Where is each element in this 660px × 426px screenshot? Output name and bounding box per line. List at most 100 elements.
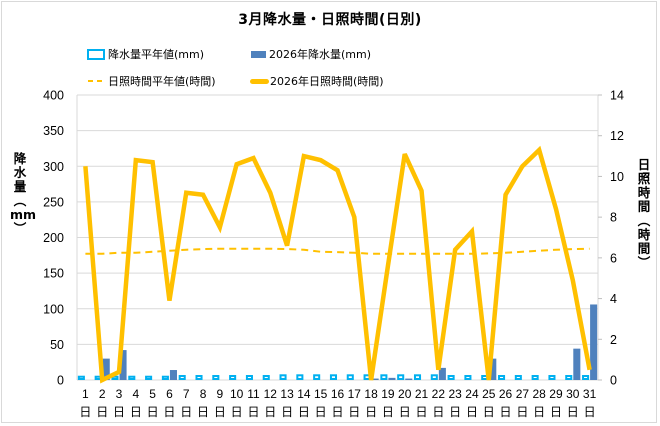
precip-normal-bar <box>346 374 354 380</box>
x-tick-day-suffix: 日 <box>483 405 495 419</box>
x-tick-day-suffix: 日 <box>550 405 562 419</box>
precip-2026-bar <box>573 348 581 380</box>
legend-precip-normal: 降水量平年値(mm) <box>87 46 204 62</box>
precip-normal-bar <box>397 374 405 380</box>
precip-normal-bar <box>262 375 270 381</box>
right-axis-title: 日照時間 ︵ 時間 ︶ <box>634 158 654 270</box>
axis-title-char: ︵ <box>637 213 651 228</box>
axis-title-char: 日 <box>637 157 651 172</box>
x-tick-day-number: 13 <box>280 387 294 401</box>
axis-title-char: 水 <box>13 165 27 180</box>
sunshine-normal-line <box>85 247 590 255</box>
x-tick-day-suffix: 日 <box>382 405 394 419</box>
x-tick-day-number: 3 <box>116 387 123 401</box>
x-tick-day-number: 20 <box>398 387 412 401</box>
x-tick-day-number: 4 <box>132 387 139 401</box>
precip-normal-bar <box>111 375 119 381</box>
x-tick-day-number: 18 <box>364 387 378 401</box>
right-tick-label: 8 <box>610 211 617 225</box>
left-tick-label: 250 <box>43 195 64 209</box>
legend-swatch-outline-icon <box>87 48 105 60</box>
x-tick-day-number: 16 <box>331 387 345 401</box>
precip-normal-bar <box>77 375 85 381</box>
x-tick-day-suffix: 日 <box>298 405 310 419</box>
x-tick-day-suffix: 日 <box>247 405 259 419</box>
x-tick-day-suffix: 日 <box>567 405 579 419</box>
x-tick-day-suffix: 日 <box>264 405 276 419</box>
right-tick-label: 10 <box>610 170 624 184</box>
right-tick-label: 0 <box>610 374 617 388</box>
axis-title-char: 時 <box>637 185 651 200</box>
left-axis-title: 降水量 ︵ mm ︶ <box>10 152 37 236</box>
x-axis-labels: 1日2日3日4日5日6日7日8日9日10日11日12日13日14日15日16日1… <box>79 387 596 419</box>
x-tick-day-number: 1 <box>82 387 89 401</box>
left-axis-ticks: 0 50 100 150 200 250 300 350 400 <box>43 89 64 388</box>
precip-normal-bars <box>77 374 590 381</box>
left-tick-label: 350 <box>43 124 64 138</box>
x-tick-day-suffix: 日 <box>113 405 125 419</box>
precip-normal-bar <box>145 375 153 381</box>
precip-normal-bar <box>313 374 321 380</box>
precip-normal-bar <box>195 375 203 381</box>
precip-normal-bar <box>565 375 573 381</box>
precip-2026-bar <box>405 378 413 380</box>
legend-label: 2026年降水量(mm) <box>269 48 372 61</box>
axis-title-char: 時 <box>637 227 651 242</box>
precip-normal-bar <box>582 375 590 381</box>
x-tick-day-suffix: 日 <box>399 405 411 419</box>
x-tick-day-number: 24 <box>465 387 479 401</box>
x-tick-day-suffix: 日 <box>281 405 293 419</box>
left-tick-label: 0 <box>57 374 64 388</box>
sunshine-normal-polyline <box>85 247 590 255</box>
precip-normal-bar <box>464 375 472 381</box>
left-tick-label: 150 <box>43 267 64 281</box>
x-tick-day-number: 2 <box>99 387 106 401</box>
precip-normal-bar <box>498 375 506 381</box>
precip-2026-bar <box>388 377 396 380</box>
x-tick-day-number: 6 <box>166 387 173 401</box>
precip-2026-bar <box>489 358 497 380</box>
precip-normal-bar <box>413 374 422 380</box>
x-tick-day-suffix: 日 <box>533 405 545 419</box>
left-tick-label: 100 <box>43 302 64 316</box>
precip-2026-bar <box>119 350 127 380</box>
x-tick-day-number: 19 <box>381 387 395 401</box>
chart-title: 3月降水量・日照時間(日別) <box>238 12 422 28</box>
x-tick-day-number: 30 <box>566 387 580 401</box>
x-tick-day-suffix: 日 <box>348 405 360 419</box>
x-tick-day-suffix: 日 <box>180 405 192 419</box>
precip-normal-bar <box>279 374 287 380</box>
x-tick-day-suffix: 日 <box>584 405 596 419</box>
right-tick-label: 6 <box>610 251 617 265</box>
precip-2026-bar <box>169 370 177 380</box>
x-tick-day-number: 10 <box>230 387 244 401</box>
axis-title-char: 量 <box>13 179 27 194</box>
x-tick-day-suffix: 日 <box>516 405 528 419</box>
precip-normal-bar <box>548 375 556 381</box>
x-tick-day-number: 17 <box>348 387 362 401</box>
x-tick-day-number: 8 <box>200 387 207 401</box>
x-tick-day-suffix: 日 <box>231 405 243 419</box>
precip-2026-bar <box>590 304 598 380</box>
x-tick-day-number: 27 <box>516 387 530 401</box>
x-tick-day-number: 5 <box>149 387 156 401</box>
x-tick-day-suffix: 日 <box>365 405 377 419</box>
legend-label: 日照時間平年値(時間) <box>108 75 216 88</box>
x-tick-day-suffix: 日 <box>466 405 478 419</box>
x-tick-day-suffix: 日 <box>331 405 343 419</box>
right-tick-label: 4 <box>610 292 617 306</box>
precip-normal-bar <box>531 375 539 381</box>
left-tick-label: 200 <box>43 231 64 245</box>
axis-title-char: mm <box>10 207 37 222</box>
left-tick-label: 50 <box>50 338 64 352</box>
right-tick-label: 14 <box>610 89 624 103</box>
left-tick-label: 300 <box>43 160 64 174</box>
precip-normal-bar <box>296 374 304 380</box>
precip-normal-bar <box>212 375 220 381</box>
legend-sun-2026: 2026年日照時間(時間) <box>250 73 384 89</box>
x-tick-day-number: 15 <box>314 387 328 401</box>
x-tick-day-number: 12 <box>264 387 278 401</box>
x-tick-day-suffix: 日 <box>449 405 461 419</box>
